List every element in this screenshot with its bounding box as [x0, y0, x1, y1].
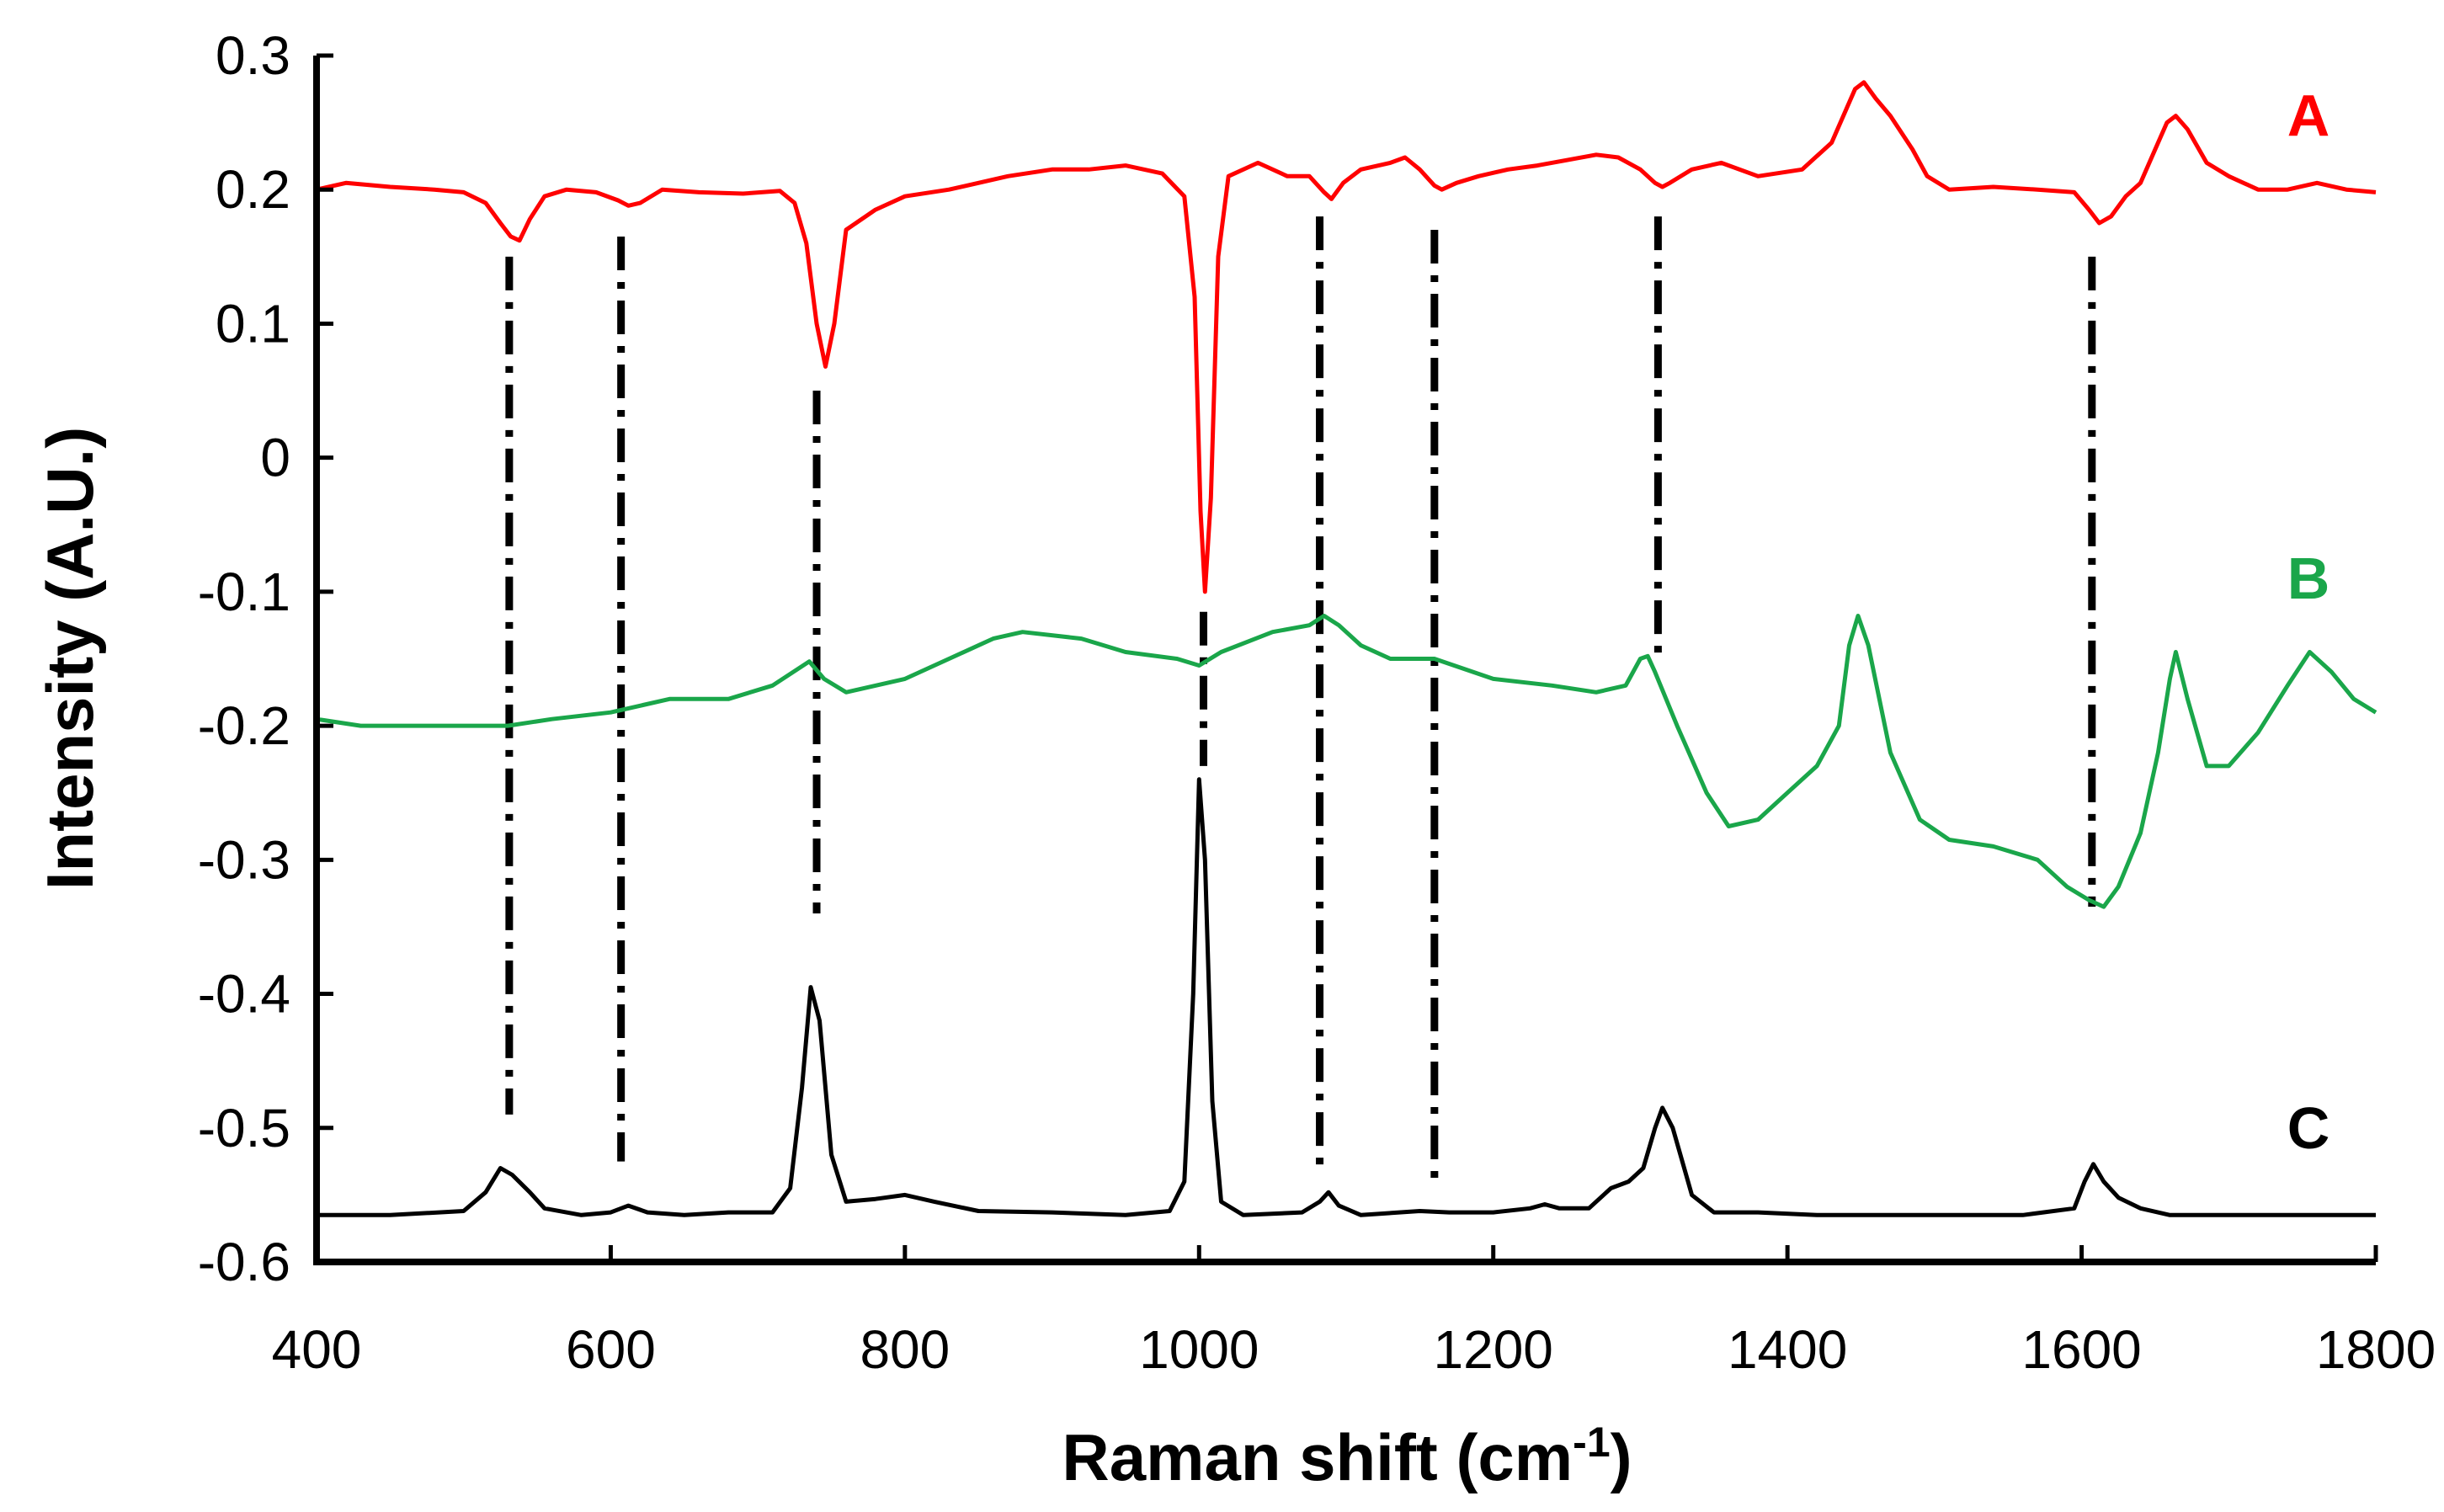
series-line-A: [316, 80, 2377, 594]
y-tick-label: 0.2: [216, 159, 290, 220]
x-tick-label: 1800: [2316, 1319, 2436, 1380]
x-axis-title: Raman shift (cm-1): [1062, 1419, 1632, 1494]
x-axis-title-main: Raman shift (cm: [1062, 1420, 1573, 1494]
y-tick-label: -0.6: [198, 1232, 290, 1292]
y-tick-label: -0.2: [198, 695, 290, 756]
y-axis-ticks: 0.3 0.2 0.1 0 -0.1 -0.2 -0.3 -0.4 -0.5 -0.6: [198, 25, 333, 1292]
y-tick-label: -0.1: [198, 562, 290, 622]
series-label-C: C: [2287, 1095, 2330, 1161]
x-axis-title-suffix: ): [1611, 1420, 1632, 1494]
x-tick-label: 1200: [1434, 1319, 1553, 1380]
series-line-B: [316, 614, 2377, 909]
y-tick-label: 0.3: [216, 25, 290, 86]
y-tick-label: -0.3: [198, 829, 290, 890]
x-tick-label: 600: [566, 1319, 656, 1380]
y-axis-title: Intensity (A.U.): [33, 427, 107, 890]
x-axis-ticks: 400 600 800 1000 1200 1400 1600 1800: [272, 1245, 2436, 1380]
y-tick-label: 0.1: [216, 293, 290, 354]
x-axis-title-superscript: -1: [1573, 1419, 1610, 1466]
series-lines: [316, 80, 2377, 1217]
series-labels: A B C: [2287, 83, 2330, 1161]
series-line-C: [317, 777, 2376, 1217]
reference-lines: [505, 216, 2096, 1189]
x-tick-label: 1000: [1139, 1319, 1259, 1380]
y-tick-label: -0.5: [198, 1098, 290, 1158]
x-tick-label: 400: [272, 1319, 362, 1380]
x-tick-label: 1600: [2021, 1319, 2141, 1380]
y-tick-label: -0.4: [198, 964, 290, 1025]
x-tick-label: 800: [860, 1319, 950, 1380]
series-label-B: B: [2287, 546, 2330, 611]
y-tick-label: 0: [260, 428, 290, 488]
series-label-A: A: [2287, 83, 2330, 149]
x-tick-label: 1400: [1728, 1319, 1847, 1380]
